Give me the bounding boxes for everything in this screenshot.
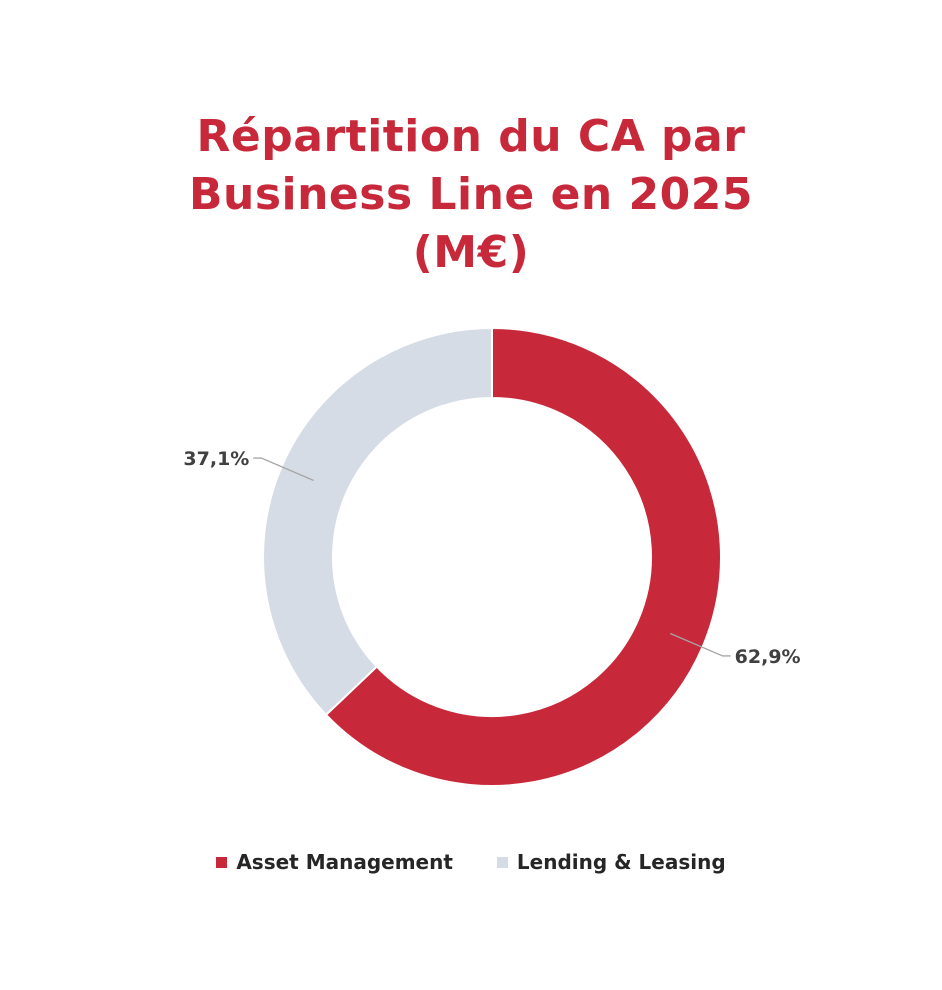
chart-title: Répartition du CA par Business Line en 2… [0, 108, 942, 282]
data-label-lending-leasing: 37,1% [183, 448, 249, 470]
legend-swatch-lending-leasing [496, 856, 508, 868]
leader-line-lending-leasing [253, 457, 314, 482]
chart-title-line-2: Business Line en 2025 [188, 169, 754, 220]
donut-slice-lending-leasing [262, 326, 493, 717]
chart-legend: Asset Management Lending & Leasing [0, 850, 942, 874]
leader-line-asset-management [670, 632, 731, 657]
legend-swatch-asset-management [216, 856, 228, 868]
legend-label-lending-leasing: Lending & Leasing [516, 850, 726, 874]
legend-label-asset-management: Asset Management [236, 850, 453, 874]
data-label-asset-management: 62,9% [735, 646, 801, 668]
legend-item-lending-leasing: Lending & Leasing [496, 850, 726, 874]
chart-title-line-3: (M€) [412, 227, 530, 278]
legend-item-asset-management: Asset Management [216, 850, 453, 874]
donut-slice-asset-management [324, 326, 722, 787]
chart-title-line-1: Répartition du CA par [196, 111, 746, 162]
